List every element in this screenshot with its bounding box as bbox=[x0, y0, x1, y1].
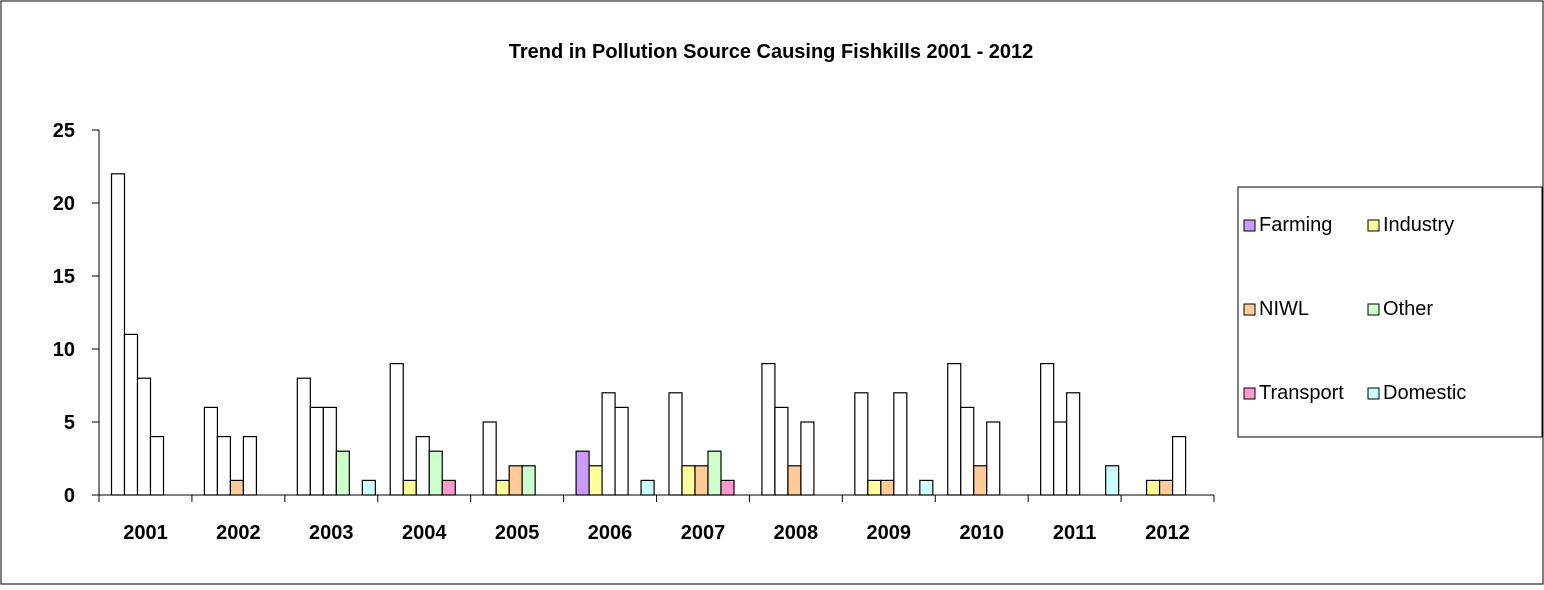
bar-industry-2005 bbox=[495, 479, 510, 496]
x-tick-label: 2003 bbox=[309, 522, 354, 544]
legend-label-other: Other bbox=[1383, 298, 1433, 320]
bar-transport-2004 bbox=[441, 479, 456, 496]
bar-other-2005 bbox=[521, 465, 536, 496]
bar-other-2001 bbox=[149, 436, 165, 496]
legend-swatch-transport bbox=[1243, 387, 1256, 400]
bar-industry-2003 bbox=[309, 406, 324, 496]
legend-swatch-industry bbox=[1367, 219, 1380, 232]
legend-swatch-farming bbox=[1243, 219, 1256, 232]
bar-farming-2004 bbox=[389, 363, 404, 496]
bar-farming-2010 bbox=[947, 363, 962, 496]
bar-domestic-2003 bbox=[361, 479, 376, 496]
bar-niwl-2009 bbox=[880, 479, 895, 496]
legend-swatch-niwl bbox=[1243, 303, 1256, 316]
x-tick-label: 2012 bbox=[1145, 522, 1190, 544]
bars bbox=[110, 173, 1187, 496]
bar-farming-2002 bbox=[203, 406, 219, 496]
bar-farming-2003 bbox=[296, 377, 311, 496]
legend-box bbox=[1237, 186, 1543, 438]
legend: Farming Industry NIWL Other Transport Domesti… bbox=[1237, 186, 1543, 438]
bar-niwl-2004 bbox=[415, 436, 430, 496]
legend-swatch-domestic bbox=[1367, 387, 1380, 400]
bar-other-2010 bbox=[986, 421, 1001, 496]
bar-niwl-2008 bbox=[787, 465, 802, 496]
legend-label-farming: Farming bbox=[1259, 214, 1332, 236]
bar-other-2003 bbox=[335, 450, 350, 496]
y-axis: 0 5 10 15 20 25 bbox=[53, 120, 100, 507]
x-tick-label: 2011 bbox=[1053, 522, 1096, 544]
legend-label-transport: Transport bbox=[1259, 382, 1344, 404]
bar-industry-2012 bbox=[1145, 479, 1161, 496]
bar-niwl-2002 bbox=[229, 479, 245, 496]
x-tick-label: 2006 bbox=[588, 522, 633, 544]
bar-niwl-2010 bbox=[973, 465, 988, 496]
x-tick-label: 2009 bbox=[867, 522, 912, 544]
legend-swatch-other bbox=[1367, 303, 1380, 316]
x-tick-label: 2005 bbox=[495, 522, 540, 544]
x-tick-label: 2008 bbox=[774, 522, 819, 544]
bar-industry-2001 bbox=[123, 333, 139, 496]
y-tick-label: 25 bbox=[53, 120, 75, 142]
chart-title: Trend in Pollution Source Causing Fishki… bbox=[509, 41, 1034, 63]
y-tick-label: 5 bbox=[64, 412, 75, 434]
bar-domestic-2006 bbox=[640, 479, 655, 496]
bar-niwl-2012 bbox=[1158, 479, 1174, 496]
y-tick-label: 15 bbox=[53, 266, 75, 288]
legend-label-industry: Industry bbox=[1383, 214, 1454, 236]
bar-other-2007 bbox=[707, 450, 722, 496]
x-tick-label: 2007 bbox=[681, 522, 726, 544]
bar-niwl-2006 bbox=[601, 392, 616, 496]
bar-niwl-2003 bbox=[322, 406, 337, 496]
bar-niwl-2011 bbox=[1066, 392, 1081, 496]
y-tick-label: 20 bbox=[53, 193, 75, 215]
bar-other-2012 bbox=[1171, 436, 1187, 496]
y-tick-label: 0 bbox=[64, 485, 75, 507]
bar-farming-2005 bbox=[482, 421, 497, 496]
y-tick-label: 10 bbox=[53, 339, 75, 361]
bar-other-2002 bbox=[242, 436, 258, 496]
bar-other-2009 bbox=[893, 392, 908, 496]
bar-industry-2004 bbox=[402, 479, 417, 496]
bar-transport-2007 bbox=[720, 479, 735, 496]
legend-label-domestic: Domestic bbox=[1383, 382, 1466, 404]
bar-industry-2011 bbox=[1053, 421, 1068, 496]
bar-niwl-2005 bbox=[508, 465, 523, 496]
bar-other-2008 bbox=[800, 421, 815, 496]
x-tick-label: 2002 bbox=[216, 522, 261, 544]
bar-industry-2002 bbox=[216, 436, 232, 496]
bar-farming-2001 bbox=[110, 173, 126, 496]
bar-farming-2007 bbox=[668, 392, 683, 496]
bar-farming-2009 bbox=[854, 392, 869, 496]
bar-domestic-2009 bbox=[919, 479, 934, 496]
legend-label-niwl: NIWL bbox=[1259, 298, 1309, 320]
bar-other-2006 bbox=[614, 406, 629, 496]
x-axis: 2001 2002 2003 2004 2005 2006 2007 2008 2009 2010… bbox=[98, 494, 1215, 544]
bar-other-2004 bbox=[428, 450, 443, 496]
bar-industry-2007 bbox=[681, 465, 696, 496]
bar-industry-2009 bbox=[867, 479, 882, 496]
bar-industry-2008 bbox=[774, 406, 789, 496]
bar-farming-2011 bbox=[1040, 363, 1055, 496]
bar-domestic-2011 bbox=[1105, 465, 1120, 496]
x-tick-label: 2001 bbox=[123, 522, 168, 544]
bar-niwl-2001 bbox=[136, 377, 152, 496]
x-tick-label: 2004 bbox=[402, 522, 447, 544]
bar-niwl-2007 bbox=[694, 465, 709, 496]
bar-industry-2006 bbox=[588, 465, 603, 496]
bar-farming-2006 bbox=[575, 450, 590, 496]
x-tick-label: 2010 bbox=[959, 522, 1004, 544]
bar-industry-2010 bbox=[960, 406, 975, 496]
bar-farming-2008 bbox=[761, 363, 776, 496]
